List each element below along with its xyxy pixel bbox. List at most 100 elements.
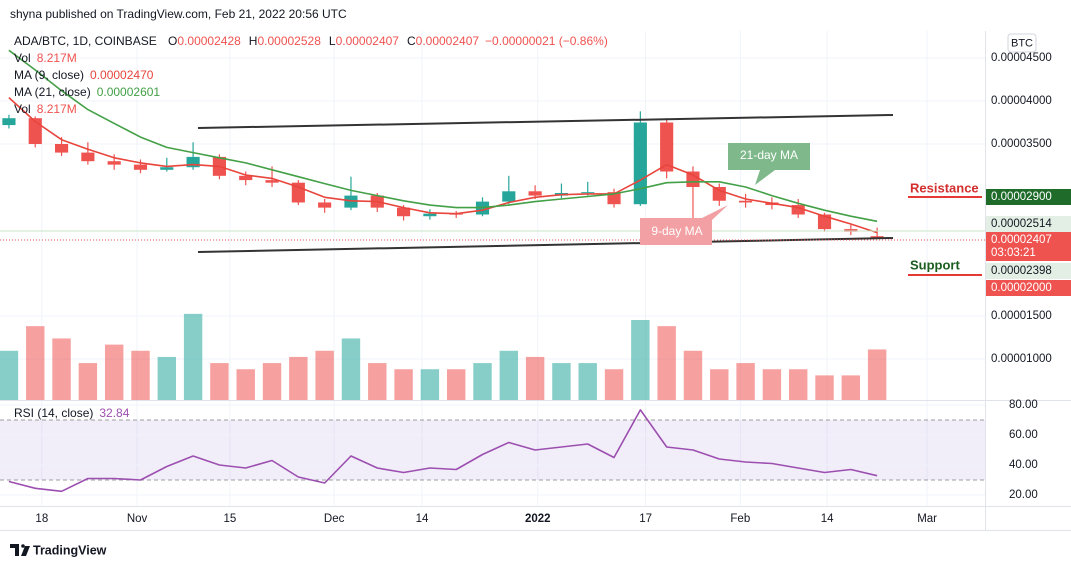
price-tag (986, 245, 1071, 261)
x-tick-label: 17 (639, 513, 652, 525)
marks-layer (0, 49, 887, 493)
candle-body (607, 192, 621, 205)
legend-value: 8.217M (37, 51, 77, 65)
symbol: ADA/BTC, 1D, COINBASE (14, 34, 157, 48)
x-tick-label: 14 (416, 513, 429, 525)
rsi-line (8, 409, 878, 493)
ma9-callout-text: 9-day MA (651, 224, 702, 238)
candle-body (318, 202, 332, 208)
currency-label[interactable]: BTC (1011, 37, 1033, 49)
ma21-callout-text: 21-day MA (740, 148, 798, 162)
x-tick-label: Nov (127, 513, 148, 525)
y-tick-label: 0.00001000 (991, 353, 1052, 365)
volume-bar (394, 369, 413, 400)
volume-bar (78, 363, 98, 400)
volume-bar (210, 363, 229, 400)
price-tag (986, 216, 1071, 232)
volume-bar (578, 363, 597, 400)
channel-top (197, 114, 894, 129)
volume-bar (52, 338, 71, 400)
candle-body (528, 191, 542, 196)
candle-body (660, 122, 674, 172)
candle-body (81, 152, 95, 162)
price-tag-label: 0.00002514 (991, 218, 1052, 230)
candle-body (502, 191, 516, 202)
price-tag-label: 0.00002398 (991, 265, 1052, 277)
x-tick-label: 15 (224, 513, 237, 525)
ma-line (8, 97, 878, 234)
ohlc-value: 0.00002407 (336, 34, 400, 48)
volume-bar (289, 356, 308, 400)
candle-body (423, 213, 437, 217)
candle-body (739, 200, 753, 203)
resistance-label: Resistance (910, 180, 979, 195)
x-tick-label: 2022 (525, 513, 551, 525)
volume-bar (262, 363, 282, 400)
rsi-tick-label: 40.00 (1009, 459, 1038, 471)
price-tag-label: 0.00002900 (991, 191, 1052, 203)
ohlc-key: C (407, 34, 416, 48)
candle-body (344, 195, 358, 208)
candle-body (2, 118, 16, 126)
publisher-line: shyna published on TradingView.com, Feb … (10, 7, 347, 21)
ohlc-value: 0.00002407 (416, 34, 480, 48)
legend-row: MA (21, close) 0.00002601 (14, 85, 160, 99)
brand-logo (10, 544, 30, 556)
candle-body (186, 156, 200, 168)
candle-body (870, 236, 884, 238)
candle-body (239, 175, 253, 181)
legend-row: Vol 8.217M (14, 102, 77, 116)
candle-body (791, 205, 805, 215)
legend-label: Vol (14, 51, 31, 65)
change: −0.00000021 (−0.86%) (485, 34, 608, 48)
rsi-tick-label: 20.00 (1009, 489, 1038, 501)
volume-bar (552, 363, 571, 400)
rsi-tick-label: 80.00 (1009, 399, 1038, 411)
y-tick-label: 0.00003500 (991, 138, 1052, 150)
currency-button[interactable] (1007, 33, 1037, 53)
x-tick-label: Mar (917, 513, 937, 525)
ma9-callout (640, 205, 728, 245)
ohlc-key: H (249, 34, 258, 48)
x-tick-label: 14 (821, 513, 834, 525)
volume-bar (657, 326, 676, 400)
volume-bar (788, 369, 808, 400)
volume-bar (604, 369, 624, 400)
y-tick-label: 0.00004000 (991, 95, 1052, 107)
volume-bar (236, 369, 255, 400)
ma-line (8, 49, 878, 223)
candle-body (844, 229, 858, 232)
candle-body (396, 207, 411, 217)
rsi-legend: RSI (14, close) 32.84 (14, 406, 130, 420)
ohlc-value: 0.00002528 (257, 34, 321, 48)
candle-body (107, 161, 121, 165)
price-tag-label: 0.00002407 (991, 234, 1052, 246)
price-tag-label: 0.00002000 (991, 282, 1052, 294)
volume-bar (736, 363, 755, 400)
candle-body (133, 164, 148, 170)
candle-body (54, 143, 69, 153)
price-tag (986, 232, 1071, 248)
volume-bar (446, 369, 466, 400)
price-tag (986, 189, 1071, 205)
legend-label: MA (21, close) (14, 85, 91, 99)
support-label: Support (910, 257, 960, 272)
volume-bar (867, 349, 887, 400)
volume-bar (183, 313, 203, 400)
x-tick-label: 18 (35, 513, 48, 525)
volume-bar (841, 375, 861, 400)
volume-bar (157, 356, 177, 400)
candle-body (686, 171, 700, 187)
x-tick-label: Feb (730, 513, 750, 525)
volume-bar (420, 369, 440, 400)
volume-bar (473, 363, 492, 400)
volume-bar (631, 320, 650, 400)
candle-body (712, 186, 726, 201)
volume-bar (315, 350, 334, 400)
volume-bar (0, 350, 19, 400)
volume-bar (525, 356, 545, 400)
candle-body (633, 122, 647, 205)
